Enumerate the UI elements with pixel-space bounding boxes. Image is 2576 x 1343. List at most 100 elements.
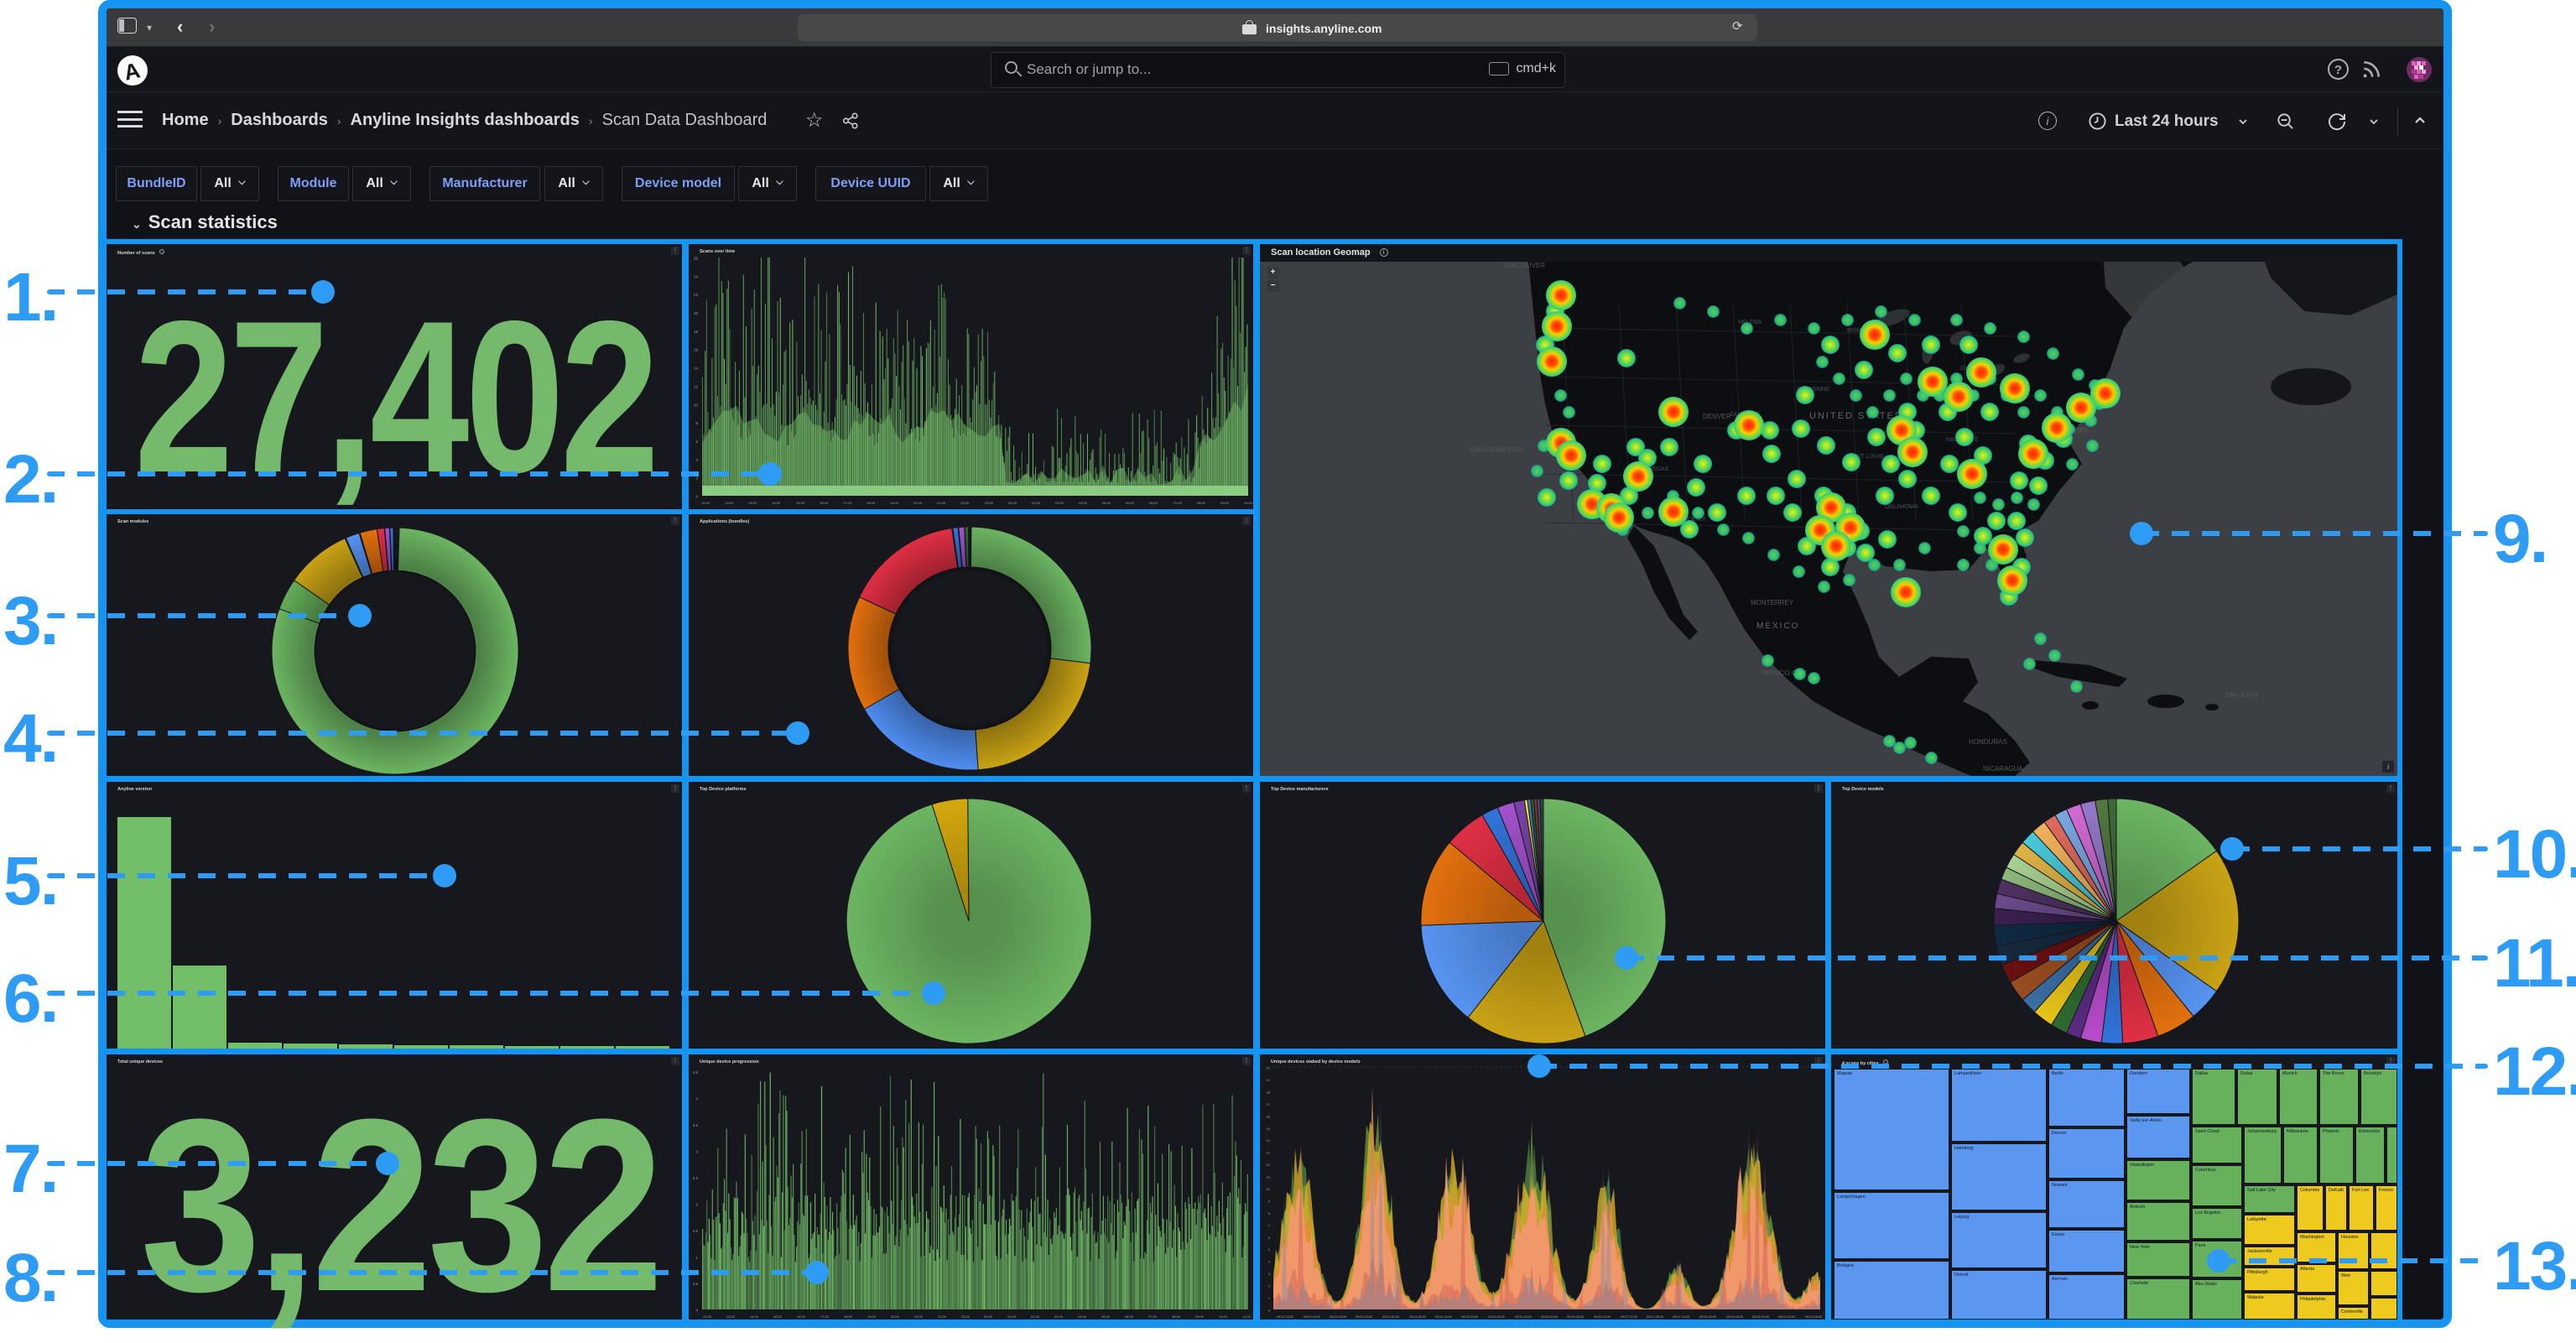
svg-text:00:00: 00:00 bbox=[984, 1314, 993, 1319]
svg-text:09:00: 09:00 bbox=[1195, 1314, 1205, 1319]
svg-text:07:00: 07:00 bbox=[1174, 501, 1183, 505]
svg-text:04:00: 04:00 bbox=[1102, 501, 1111, 505]
svg-text:09/16 00:00: 09/16 00:00 bbox=[1541, 1315, 1558, 1319]
svg-text:02:00: 02:00 bbox=[1055, 501, 1064, 505]
svg-text:05:00: 05:00 bbox=[1101, 1314, 1111, 1319]
svg-text:20: 20 bbox=[694, 311, 699, 315]
svg-text:23:00: 23:00 bbox=[985, 501, 994, 505]
svg-text:0: 0 bbox=[695, 495, 698, 499]
svg-text:22:00: 22:00 bbox=[938, 1314, 947, 1319]
svg-text:19:00: 19:00 bbox=[890, 501, 899, 505]
svg-text:VANCOUVER: VANCOUVER bbox=[1503, 262, 1545, 269]
svg-text:09/15 16:00: 09/15 16:00 bbox=[1515, 1315, 1532, 1319]
svg-text:09/14 00:00: 09/14 00:00 bbox=[1382, 1315, 1399, 1319]
svg-text:05:00: 05:00 bbox=[1126, 501, 1135, 505]
svg-text:09/12 16:00: 09/12 16:00 bbox=[1277, 1315, 1293, 1319]
svg-text:23:00: 23:00 bbox=[961, 1314, 971, 1319]
svg-text:22:00: 22:00 bbox=[960, 501, 970, 505]
svg-text:4: 4 bbox=[695, 1097, 698, 1101]
svg-text:09/16 08:00: 09/16 08:00 bbox=[1567, 1315, 1584, 1319]
svg-text:NICARAGUA: NICARAGUA bbox=[1983, 765, 2023, 773]
svg-text:21:00: 21:00 bbox=[937, 501, 946, 505]
svg-text:13:00: 13:00 bbox=[748, 501, 757, 505]
svg-text:20: 20 bbox=[1267, 1066, 1271, 1070]
svg-text:15: 15 bbox=[1267, 1127, 1271, 1131]
svg-text:08:00: 08:00 bbox=[1197, 501, 1206, 505]
svg-text:18: 18 bbox=[1267, 1090, 1271, 1094]
svg-text:02:00: 02:00 bbox=[1031, 1314, 1040, 1319]
svg-text:10:00: 10:00 bbox=[1219, 1314, 1228, 1319]
svg-text:06:00: 06:00 bbox=[1125, 1314, 1134, 1319]
svg-text:09/19 00:00: 09/19 00:00 bbox=[1778, 1315, 1795, 1319]
svg-text:18: 18 bbox=[694, 330, 699, 334]
svg-text:09/18 08:00: 09/18 08:00 bbox=[1726, 1315, 1743, 1319]
svg-text:11: 11 bbox=[1267, 1175, 1271, 1179]
svg-text:20:00: 20:00 bbox=[891, 1314, 900, 1319]
svg-text:SAINT LOUIS: SAINT LOUIS bbox=[1847, 454, 1884, 460]
svg-text:09/14 16:00: 09/14 16:00 bbox=[1435, 1315, 1452, 1319]
svg-text:5: 5 bbox=[1268, 1247, 1271, 1252]
svg-text:15:00: 15:00 bbox=[796, 501, 805, 505]
svg-text:OKLAHOMA: OKLAHOMA bbox=[1885, 504, 1918, 510]
svg-text:22: 22 bbox=[694, 293, 699, 297]
svg-text:17:00: 17:00 bbox=[843, 501, 852, 505]
svg-text:12:00: 12:00 bbox=[703, 1314, 712, 1319]
svg-text:06:00: 06:00 bbox=[1149, 501, 1158, 505]
svg-text:14:00: 14:00 bbox=[750, 1314, 759, 1319]
svg-text:00:00: 00:00 bbox=[1008, 501, 1017, 505]
svg-text:0: 0 bbox=[695, 1309, 698, 1313]
svg-text:09/17 08:00: 09/17 08:00 bbox=[1647, 1315, 1663, 1319]
svg-text:14:00: 14:00 bbox=[772, 501, 781, 505]
svg-text:17:00: 17:00 bbox=[820, 1314, 830, 1319]
svg-text:10: 10 bbox=[1267, 1187, 1271, 1191]
svg-text:09/13 16:00: 09/13 16:00 bbox=[1356, 1315, 1372, 1319]
svg-text:16: 16 bbox=[694, 348, 699, 352]
svg-text:4.5: 4.5 bbox=[693, 1070, 699, 1075]
svg-text:0.5: 0.5 bbox=[693, 1282, 699, 1286]
svg-text:16:00: 16:00 bbox=[820, 501, 829, 505]
svg-text:1: 1 bbox=[695, 1256, 698, 1260]
svg-text:2.5: 2.5 bbox=[693, 1176, 699, 1180]
svg-text:20:00: 20:00 bbox=[913, 501, 923, 505]
svg-text:3: 3 bbox=[1268, 1272, 1271, 1276]
svg-text:8: 8 bbox=[1268, 1211, 1271, 1215]
svg-text:2: 2 bbox=[1268, 1284, 1271, 1288]
svg-text:6: 6 bbox=[1268, 1236, 1271, 1240]
svg-text:09/15 08:00: 09/15 08:00 bbox=[1488, 1315, 1505, 1319]
svg-text:21:00: 21:00 bbox=[914, 1314, 924, 1319]
svg-text:09:00: 09:00 bbox=[1220, 501, 1230, 505]
svg-text:4: 4 bbox=[1268, 1260, 1271, 1264]
svg-text:0: 0 bbox=[1268, 1309, 1271, 1313]
svg-text:03:00: 03:00 bbox=[1079, 501, 1088, 505]
svg-text:17: 17 bbox=[1267, 1102, 1271, 1106]
svg-text:10:00: 10:00 bbox=[1244, 501, 1253, 505]
svg-text:16:00: 16:00 bbox=[797, 1314, 806, 1319]
svg-text:09/19 08:00: 09/19 08:00 bbox=[1805, 1315, 1822, 1319]
svg-text:26: 26 bbox=[694, 257, 699, 261]
svg-text:12:00: 12:00 bbox=[725, 501, 734, 505]
svg-text:10: 10 bbox=[694, 403, 699, 407]
svg-text:14: 14 bbox=[694, 367, 699, 371]
svg-text:08:00: 08:00 bbox=[1172, 1314, 1181, 1319]
svg-text:2: 2 bbox=[695, 1203, 698, 1207]
svg-text:2: 2 bbox=[695, 476, 698, 481]
svg-text:3.5: 3.5 bbox=[693, 1123, 699, 1127]
svg-text:4: 4 bbox=[695, 458, 698, 462]
svg-text:11:00: 11:00 bbox=[701, 501, 710, 505]
svg-text:SAN JUAN: SAN JUAN bbox=[2225, 691, 2258, 699]
svg-text:09/13 08:00: 09/13 08:00 bbox=[1330, 1315, 1346, 1319]
svg-text:09/15 00:00: 09/15 00:00 bbox=[1461, 1315, 1478, 1319]
svg-text:01:00: 01:00 bbox=[1007, 1314, 1017, 1319]
svg-text:3: 3 bbox=[695, 1150, 698, 1154]
svg-text:MONTERREY: MONTERREY bbox=[1751, 599, 1794, 606]
svg-text:16: 16 bbox=[1267, 1114, 1271, 1118]
svg-text:DENVER: DENVER bbox=[1703, 413, 1731, 420]
svg-text:09/14 08:00: 09/14 08:00 bbox=[1409, 1315, 1426, 1319]
svg-text:CHEYENNE: CHEYENNE bbox=[1797, 387, 1829, 393]
svg-text:6: 6 bbox=[695, 440, 698, 444]
svg-text:12: 12 bbox=[1267, 1163, 1271, 1167]
svg-text:MEXICO: MEXICO bbox=[1756, 622, 1799, 631]
svg-text:24: 24 bbox=[694, 274, 699, 278]
svg-text:09/16 16:00: 09/16 16:00 bbox=[1594, 1315, 1611, 1319]
svg-text:18:00: 18:00 bbox=[844, 1314, 853, 1319]
